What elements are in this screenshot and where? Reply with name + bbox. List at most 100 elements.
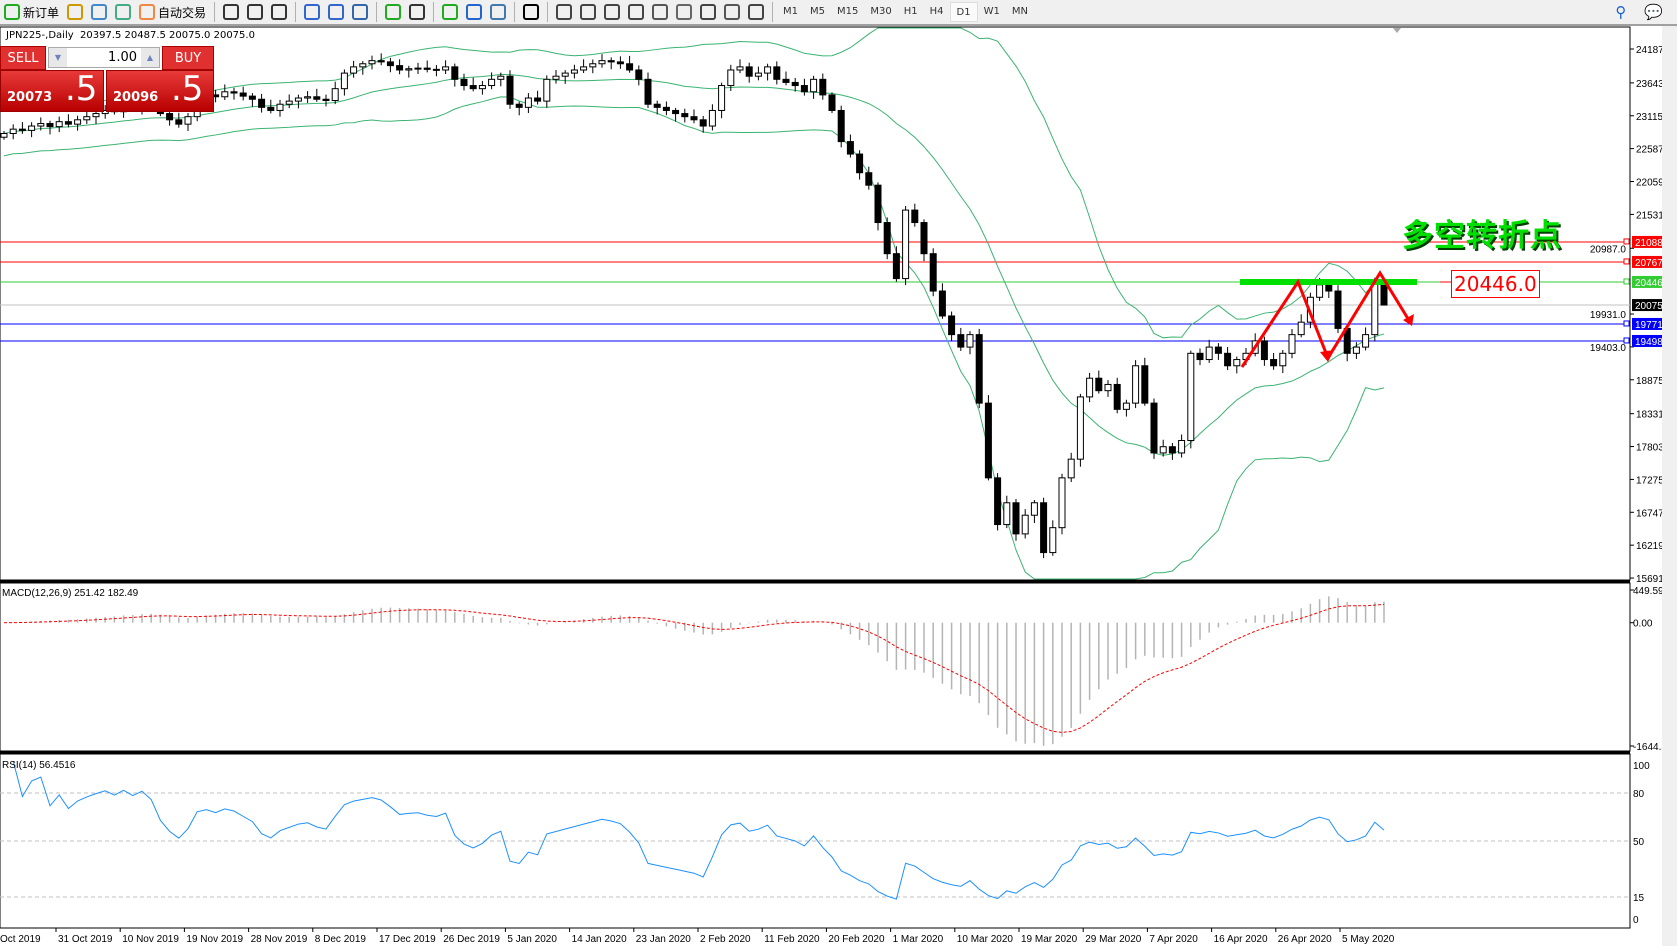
candle — [1113, 377, 1121, 414]
timeframe-m1[interactable]: M1 — [783, 6, 799, 17]
strategy-tester-button[interactable] — [63, 1, 87, 23]
candle — [1168, 443, 1176, 460]
date-axis-label: 23 Jan 2020 — [636, 934, 691, 945]
buy-price-button[interactable]: 20096 .5 — [106, 70, 214, 112]
line-handle[interactable] — [1623, 258, 1630, 265]
candle — [672, 107, 680, 122]
trendline-button[interactable] — [624, 1, 648, 23]
history-center-button[interactable] — [87, 1, 111, 23]
timeframe-h4[interactable]: H4 — [929, 6, 944, 17]
arrow-head — [1320, 350, 1334, 362]
chat-button[interactable]: 💬 — [1640, 1, 1667, 23]
text-button[interactable] — [696, 1, 720, 23]
line-handle[interactable] — [1623, 337, 1630, 344]
chat-icon: 💬 — [1644, 3, 1663, 21]
timeframe-m5[interactable]: M5 — [810, 6, 826, 17]
candle — [543, 75, 551, 108]
main-pane — [0, 26, 1631, 581]
sell-button[interactable]: SELL — [0, 46, 46, 70]
timeframe-mn[interactable]: MN — [1011, 6, 1028, 17]
candle — [258, 93, 266, 113]
candle — [791, 77, 799, 92]
candle — [828, 92, 836, 113]
toolbar-separator — [772, 2, 774, 22]
auto-trading-button[interactable]: 自动交易 — [135, 1, 210, 23]
candle — [221, 84, 229, 100]
indicators-button[interactable] — [438, 1, 462, 23]
text-label-button[interactable] — [720, 1, 744, 23]
candle — [727, 64, 735, 91]
search-button[interactable]: ⚲ — [1611, 1, 1630, 23]
line-chart-button[interactable] — [267, 1, 291, 23]
candle — [432, 65, 440, 77]
candle — [340, 69, 348, 96]
lots-stepper[interactable]: ▼ ▲ — [48, 47, 160, 68]
candle — [754, 66, 762, 81]
candle — [1095, 370, 1103, 394]
vertical-line-button[interactable] — [576, 1, 600, 23]
sell-price-button[interactable]: 20073 .5 — [0, 70, 104, 112]
candle — [239, 86, 247, 101]
date-axis-label: 7 Apr 2020 — [1149, 934, 1198, 945]
chart-shift-button[interactable] — [405, 1, 429, 23]
timeframe-w1[interactable]: W1 — [983, 6, 1000, 17]
level-price-label[interactable]: 20446.0 — [1451, 270, 1540, 298]
date-axis-label: 26 Apr 2020 — [1278, 934, 1332, 945]
arrows-button[interactable] — [744, 1, 768, 23]
periods-icon — [466, 4, 483, 20]
timeframe-m15[interactable]: M15 — [837, 6, 859, 17]
candle — [635, 65, 643, 86]
candle — [1040, 497, 1048, 559]
fibonacci-icon — [676, 4, 693, 20]
candle — [313, 88, 321, 102]
crosshair-icon — [556, 4, 573, 20]
timeframe-d1[interactable]: D1 — [949, 2, 978, 22]
equidistant-channel-button[interactable] — [648, 1, 672, 23]
price-tag — [1632, 255, 1674, 268]
price-chart[interactable]: 24187.0 23643.0 23115.0 22587.0 22059.0 21531… — [0, 26, 1677, 946]
candle — [469, 77, 477, 92]
trendline-icon — [628, 4, 645, 20]
ask-fraction: .5 — [171, 70, 204, 109]
auto-scroll-button[interactable] — [381, 1, 405, 23]
line-handle[interactable] — [1623, 320, 1630, 327]
candle — [653, 100, 661, 115]
line-chart-icon — [271, 4, 288, 20]
date-axis-label: 5 Jan 2020 — [507, 934, 557, 945]
timeframe-m30[interactable]: M30 — [870, 6, 892, 17]
pivot-zone-bar[interactable] — [1240, 279, 1417, 285]
lots-input[interactable] — [67, 48, 141, 67]
candle — [800, 78, 808, 96]
chart-shift-marker[interactable] — [1393, 28, 1401, 33]
price-axis-label: 22059.0 — [1636, 178, 1673, 189]
timeframe-h1[interactable]: H1 — [903, 6, 918, 17]
zoom-out-button[interactable] — [324, 1, 348, 23]
candlestick-button[interactable] — [243, 1, 267, 23]
new-order-button[interactable]: 新订单 — [0, 1, 63, 23]
rsi-axis-label: 100 — [1633, 761, 1650, 772]
fibonacci-button[interactable] — [672, 1, 696, 23]
crosshair-button[interactable] — [552, 1, 576, 23]
cursor-button[interactable] — [519, 1, 543, 23]
date-axis-label: 28 Nov 2019 — [251, 934, 308, 945]
candle — [1196, 348, 1204, 366]
periods-button[interactable] — [462, 1, 486, 23]
line-handle[interactable] — [1623, 238, 1630, 245]
candle — [810, 75, 818, 99]
templates-button[interactable] — [486, 1, 510, 23]
price-axis-label: 19931.0 — [1590, 310, 1627, 321]
candle — [9, 124, 17, 140]
tile-windows-button[interactable] — [348, 1, 372, 23]
rsi-axis-label: 15 — [1633, 893, 1645, 904]
line-handle[interactable] — [1623, 278, 1630, 285]
increase-lots-button[interactable]: ▲ — [141, 48, 159, 67]
annotation-text[interactable]: 多空转折点 — [1402, 218, 1562, 254]
buy-button[interactable]: BUY — [162, 46, 214, 70]
decrease-lots-button[interactable]: ▼ — [49, 48, 67, 67]
horizontal-line-button[interactable] — [600, 1, 624, 23]
candle — [515, 101, 523, 116]
signals-button[interactable] — [111, 1, 135, 23]
bar-chart-button[interactable] — [219, 1, 243, 23]
zoom-in-button[interactable] — [300, 1, 324, 23]
candle — [377, 53, 385, 66]
